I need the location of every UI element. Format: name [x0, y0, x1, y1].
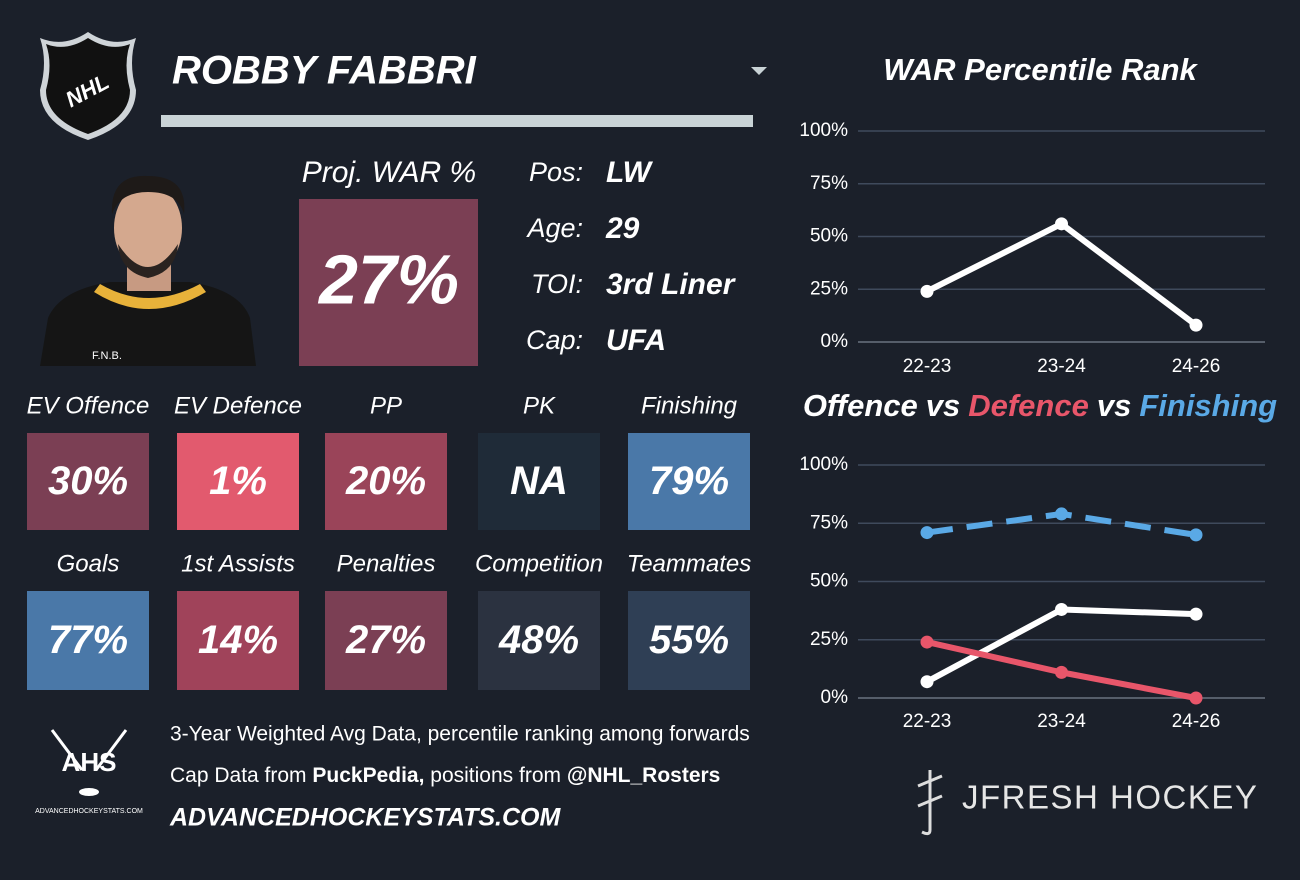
tile-value: 1% — [209, 459, 267, 503]
y-tick-label: 0% — [821, 687, 849, 708]
nhl-logo: NHL — [40, 32, 136, 140]
tile — [478, 433, 600, 530]
y-tick-label: 50% — [810, 571, 848, 592]
player-name: ROBBY FABBRI — [172, 49, 477, 93]
tile-value: NA — [510, 459, 568, 503]
tile-value: 77% — [48, 618, 128, 662]
tile-label: 1st Assists — [181, 550, 295, 577]
y-tick-label: 100% — [799, 454, 848, 475]
tile-label: Penalties — [337, 550, 436, 577]
info-label: Cap: — [526, 325, 583, 355]
tiles: EV Offence 30% EV Defence 1% PP 20% PK NA Finish… — [27, 392, 752, 690]
title-separator: vs — [926, 388, 960, 423]
website: ADVANCEDHOCKEYSTATS.COM — [169, 804, 561, 832]
projection-value: 27% — [317, 240, 459, 318]
tile-label: Goals — [57, 550, 120, 577]
info-value: UFA — [606, 324, 666, 357]
info-value: LW — [606, 156, 654, 189]
chart-title: Offence vs Defence vs Finishing — [803, 388, 1277, 423]
x-tick-label: 23-24 — [1037, 356, 1086, 377]
ahs-caption: ADVANCEDHOCKEYSTATS.COM — [35, 808, 143, 815]
tile — [628, 591, 750, 690]
credit-text: Cap Data from — [170, 764, 312, 787]
info-value: 3rd Liner — [606, 268, 737, 301]
data-point — [920, 526, 934, 540]
tile — [325, 433, 447, 530]
credit-text: positions from — [424, 764, 566, 787]
legend-entry: Finishing — [1139, 388, 1277, 423]
data-point — [920, 635, 934, 649]
tile-value: 20% — [345, 459, 426, 503]
tile — [27, 591, 149, 690]
x-tick-label: 22-23 — [903, 711, 952, 732]
info-label: Age: — [525, 213, 583, 243]
ahs-logo: AHS ADVANCEDHOCKEYSTATS.COM — [35, 729, 143, 815]
y-tick-label: 25% — [810, 629, 848, 650]
name-underline — [161, 115, 753, 127]
tile-value: 79% — [649, 459, 729, 503]
info-label: Pos: — [529, 157, 583, 187]
info-value: 29 — [605, 212, 640, 245]
data-point — [1055, 217, 1068, 231]
tile-label: PK — [523, 392, 556, 419]
jersey-text: F.N.B. — [92, 350, 122, 362]
chart-title: WAR Percentile Rank — [883, 52, 1198, 87]
y-tick-label: 0% — [821, 331, 849, 352]
data-point — [1189, 528, 1203, 542]
y-tick-label: 75% — [810, 173, 848, 194]
jfresh-logo: JFRESH HOCKEY — [917, 770, 1258, 836]
data-point — [920, 284, 934, 298]
dropdown-arrow[interactable] — [751, 67, 767, 75]
tile-value: 27% — [345, 618, 426, 662]
credit-source: @NHL_Rosters — [567, 764, 721, 787]
data-point — [920, 675, 934, 689]
tile — [325, 591, 447, 690]
tile — [27, 433, 149, 530]
tile-label: PP — [370, 392, 402, 419]
legend-entry: Offence — [803, 388, 918, 423]
info-label: TOI: — [531, 269, 583, 299]
tile-label: Teammates — [627, 550, 752, 577]
tile-value: 48% — [498, 618, 579, 662]
tile — [628, 433, 750, 530]
data-point — [1189, 691, 1203, 705]
data-point — [1189, 318, 1203, 332]
data-point — [1055, 602, 1068, 616]
tile-label: Competition — [475, 550, 603, 577]
tile-value: 55% — [649, 618, 729, 662]
brand: JFRESH HOCKEY — [962, 779, 1258, 816]
tile-label: EV Defence — [174, 392, 302, 419]
charts: 0% 25% 50% 75% 100% 22-23 23-24 24-26 0% 25% 50% 75… — [799, 120, 1265, 732]
ahs-text: AHS — [62, 747, 117, 777]
data-point — [1189, 607, 1203, 621]
title-separator: vs — [1097, 388, 1131, 423]
y-tick-label: 25% — [810, 278, 848, 299]
x-tick-label: 24-26 — [1172, 356, 1221, 377]
projection-box — [299, 199, 478, 366]
tile — [177, 591, 299, 690]
credit: Cap Data from PuckPedia, positions from … — [170, 764, 720, 787]
y-tick-label: 50% — [810, 226, 848, 247]
tile — [478, 591, 600, 690]
legend-entry: Defence — [968, 388, 1089, 423]
info-list: Pos: LW Age: 29 TOI: 3rd Liner Cap: UFA — [525, 156, 736, 357]
x-tick-label: 24-26 — [1172, 711, 1221, 732]
y-tick-label: 100% — [799, 120, 848, 141]
tile-label: EV Offence — [27, 392, 150, 419]
x-tick-label: 23-24 — [1037, 711, 1086, 732]
data-point — [1055, 507, 1068, 521]
credit-source: PuckPedia, — [312, 764, 424, 787]
tile-value: 30% — [48, 459, 128, 503]
tile — [177, 433, 299, 530]
tile-label: Finishing — [641, 392, 738, 419]
footnote: 3-Year Weighted Avg Data, percentile ran… — [170, 723, 750, 746]
y-tick-label: 75% — [810, 512, 848, 533]
tile-value: 14% — [198, 618, 278, 662]
projection-label: Proj. WAR % — [302, 156, 476, 189]
data-point — [1055, 665, 1068, 679]
x-tick-label: 22-23 — [903, 356, 952, 377]
player-photo: F.N.B. — [40, 175, 256, 366]
